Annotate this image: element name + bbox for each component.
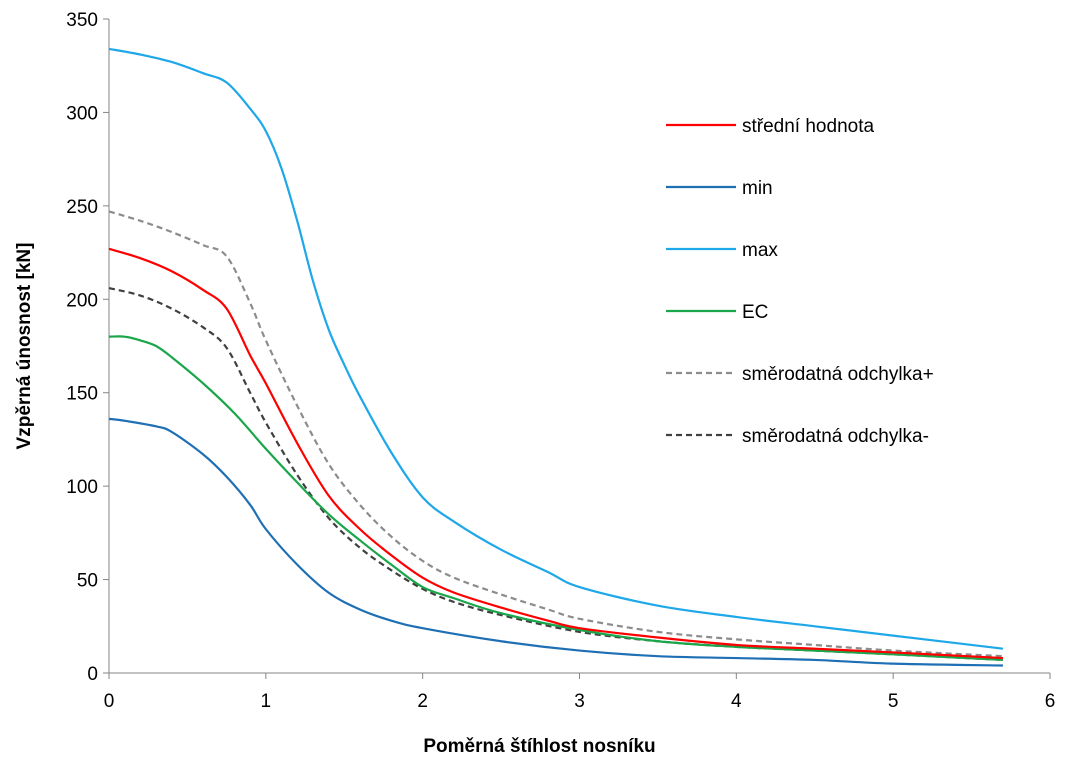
x-tick-label: 6 bbox=[1045, 691, 1056, 712]
y-tick-label: 200 bbox=[66, 290, 98, 311]
series-line-2 bbox=[108, 47, 1004, 650]
legend-label-3: EC bbox=[742, 302, 768, 323]
x-tick-label: 4 bbox=[731, 691, 742, 712]
series-line-1 bbox=[108, 417, 1003, 667]
legend: střední hodnota min max EC směrodatná odchyl… bbox=[666, 116, 934, 447]
legend-label-0: střední hodnota bbox=[742, 116, 874, 137]
y-tick-label: 100 bbox=[66, 477, 98, 498]
y-tick-label: 300 bbox=[66, 103, 98, 124]
series-line-3 bbox=[108, 335, 1004, 662]
legend-label-4: směrodatná odchylka+ bbox=[742, 364, 934, 385]
series-line-0 bbox=[108, 247, 1004, 660]
y-axis-title: Vzpěrná únosnost [kN] bbox=[14, 243, 35, 450]
x-tick-label: 3 bbox=[574, 691, 585, 712]
series-line-5 bbox=[108, 287, 1004, 662]
series-lines bbox=[108, 47, 1004, 667]
y-tick-label: 150 bbox=[66, 384, 98, 405]
legend-label-1: min bbox=[742, 178, 773, 199]
series-line-4 bbox=[108, 210, 1004, 658]
x-tick-label: 0 bbox=[104, 691, 115, 712]
x-tick-label: 2 bbox=[417, 691, 428, 712]
x-tick-label: 1 bbox=[261, 691, 272, 712]
y-tick-label: 50 bbox=[77, 571, 98, 592]
y-tick-label: 350 bbox=[66, 10, 98, 31]
y-tick-label: 250 bbox=[66, 197, 98, 218]
legend-label-2: max bbox=[742, 240, 778, 261]
y-tick-label: 0 bbox=[87, 664, 98, 685]
axes: 0 50 100 150 200 250 300 350 0 1 2 3 4 5 6 bbox=[66, 10, 1055, 712]
legend-label-5: směrodatná odchylka- bbox=[742, 426, 929, 447]
x-tick-label: 5 bbox=[888, 691, 899, 712]
x-axis-title: Poměrná štíhlost nosníku bbox=[423, 736, 655, 757]
